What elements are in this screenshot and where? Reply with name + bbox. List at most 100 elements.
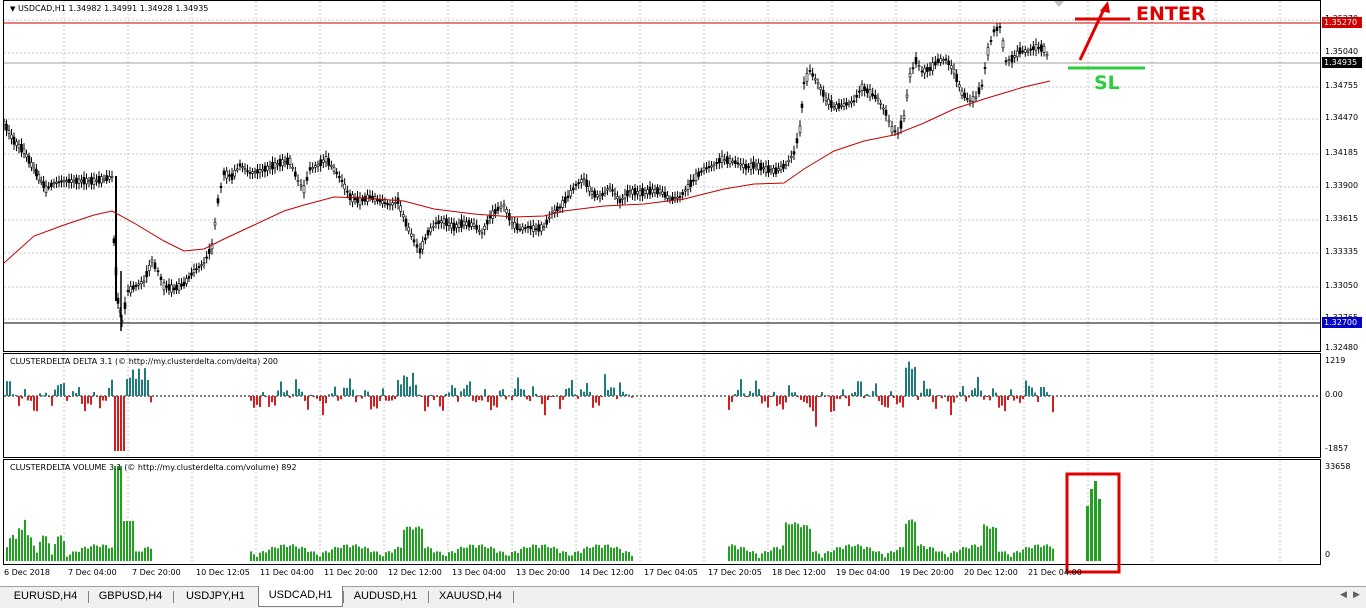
candle bbox=[1029, 44, 1032, 56]
price-chart-pane[interactable]: ENTER SL ▼ USDCAD,H1 1.34982 1.34991 1.34… bbox=[3, 0, 1321, 352]
candle-body bbox=[39, 180, 43, 183]
candle bbox=[480, 228, 484, 239]
delta-bar bbox=[821, 391, 823, 396]
volume-bar bbox=[427, 546, 429, 561]
candle bbox=[524, 224, 527, 233]
candle bbox=[697, 167, 700, 180]
delta-bar bbox=[45, 392, 47, 396]
candle bbox=[939, 54, 942, 67]
volume-bar bbox=[628, 552, 630, 561]
candle bbox=[879, 99, 882, 110]
candle bbox=[963, 88, 966, 102]
candle-body bbox=[200, 264, 203, 267]
delta-bar bbox=[532, 386, 534, 396]
tab-scroll-left-icon[interactable]: ◀ bbox=[1340, 590, 1347, 600]
candle-body bbox=[142, 280, 146, 283]
candle bbox=[37, 170, 41, 184]
delta-bar bbox=[51, 396, 53, 406]
tab-separator bbox=[173, 591, 174, 603]
candle-body bbox=[30, 162, 33, 168]
candle bbox=[308, 161, 312, 175]
delta-bar bbox=[797, 396, 799, 397]
volume-bar bbox=[604, 544, 606, 561]
candle-body bbox=[472, 223, 476, 227]
delta-bar bbox=[998, 396, 1000, 408]
delta-bar bbox=[938, 395, 940, 397]
candle-body bbox=[532, 225, 535, 232]
candle bbox=[613, 187, 617, 201]
delta-bar bbox=[90, 396, 92, 405]
volume-bar bbox=[965, 547, 967, 561]
candle-body bbox=[434, 222, 438, 225]
volume-bar bbox=[1034, 544, 1036, 561]
delta-bar bbox=[78, 387, 80, 396]
candle bbox=[1045, 51, 1049, 60]
chart-tab-eurusd-h4[interactable]: EURUSD,H4 bbox=[13, 590, 78, 602]
delta-bar bbox=[298, 388, 300, 396]
candle bbox=[611, 184, 614, 197]
chart-tab-usdjpy-h1[interactable]: USDJPY,H1 bbox=[185, 590, 246, 602]
candle bbox=[684, 185, 687, 197]
delta-bar bbox=[111, 379, 113, 396]
candle-body bbox=[332, 166, 336, 172]
scroll-shift-marker-icon[interactable] bbox=[1054, 1, 1064, 7]
delta-bar bbox=[1025, 380, 1027, 396]
delta-bar bbox=[259, 396, 261, 407]
candle bbox=[513, 216, 516, 233]
candle bbox=[621, 193, 624, 205]
delta-bar bbox=[550, 396, 552, 397]
candle bbox=[986, 42, 990, 61]
candle bbox=[132, 281, 135, 293]
candle-body bbox=[394, 201, 397, 204]
delta-bar bbox=[469, 381, 471, 396]
tab-scroll-right-icon[interactable]: ▶ bbox=[1353, 590, 1360, 600]
price-chart-svg[interactable]: ENTER SL bbox=[4, 1, 1320, 351]
candle-body bbox=[749, 162, 753, 170]
volume-bar bbox=[403, 529, 405, 561]
volume-bar bbox=[463, 547, 465, 561]
delta-bar bbox=[69, 396, 71, 397]
chart-menu-triangle-icon[interactable]: ▼ bbox=[10, 5, 16, 13]
delta-bar bbox=[980, 390, 982, 396]
chart-tab-audusd-h1[interactable]: AUDUSD,H1 bbox=[353, 590, 418, 602]
candle-body bbox=[195, 268, 198, 271]
candle-body bbox=[871, 93, 874, 97]
delta-indicator-pane[interactable]: CLUSTERDELTA DELTA 3.1 (© http://my.clus… bbox=[3, 353, 1321, 458]
delta-bar bbox=[625, 394, 627, 396]
candle bbox=[1007, 55, 1011, 67]
candle-body bbox=[378, 199, 382, 203]
candle-body bbox=[47, 186, 50, 189]
candle-body bbox=[726, 156, 729, 164]
delta-bar bbox=[592, 396, 594, 408]
delta-bar bbox=[595, 396, 597, 403]
candle-body bbox=[480, 232, 484, 235]
delta-bar bbox=[18, 396, 20, 406]
candle-body bbox=[316, 163, 320, 167]
volume-bar bbox=[788, 524, 790, 561]
volume-bar bbox=[1010, 556, 1012, 561]
candle bbox=[1026, 47, 1030, 57]
volume-bar bbox=[475, 547, 477, 561]
delta-bar bbox=[463, 388, 465, 396]
candle bbox=[950, 59, 953, 75]
chart-tab-usdcad-h1[interactable]: USDCAD,H1 bbox=[258, 586, 343, 607]
candle bbox=[731, 157, 734, 166]
volume-indicator-pane[interactable]: CLUSTERDELTA VOLUME 3.1 (© http://my.clu… bbox=[3, 459, 1321, 574]
candle bbox=[840, 99, 843, 110]
volume-bar bbox=[81, 547, 83, 561]
candle-body bbox=[772, 168, 775, 174]
candle bbox=[787, 155, 790, 167]
delta-bar bbox=[280, 381, 282, 396]
volume-bar bbox=[493, 548, 495, 561]
candle-body bbox=[947, 60, 950, 65]
time-tick-label: 14 Dec 12:00 bbox=[580, 568, 634, 577]
volume-bar bbox=[433, 552, 435, 561]
volume-bar bbox=[896, 550, 898, 561]
candle bbox=[955, 69, 958, 88]
candle-body bbox=[305, 176, 309, 181]
tab-scroll-arrows[interactable]: ◀ ▶ bbox=[1338, 589, 1366, 603]
chart-tab-gbpusd-h4[interactable]: GBPUSD,H4 bbox=[98, 590, 163, 602]
candle bbox=[529, 220, 532, 235]
chart-tab-xauusd-h4[interactable]: XAUUSD,H4 bbox=[439, 590, 502, 602]
delta-bar bbox=[812, 396, 814, 412]
